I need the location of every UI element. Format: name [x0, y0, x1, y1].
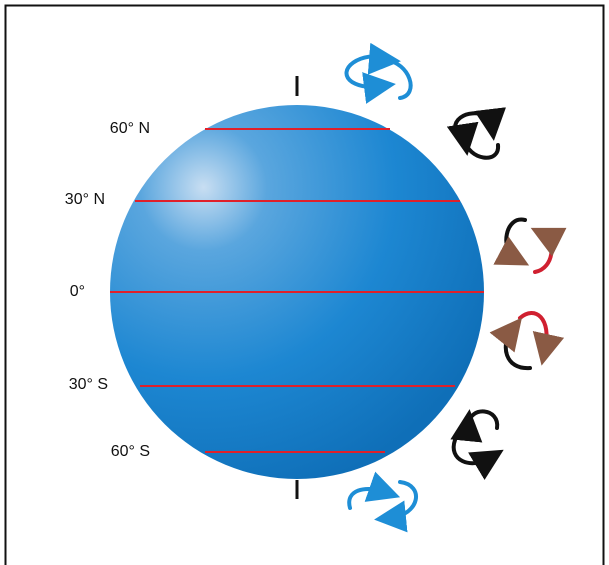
circulation-cells — [344, 42, 567, 533]
latitude-label: 30° S — [69, 376, 108, 393]
frame — [4, 4, 605, 565]
hadley-cell-south — [489, 311, 565, 371]
latitude-label: 60° S — [111, 443, 150, 460]
polar-cell-north — [344, 42, 413, 104]
latitude-label: 60° N — [110, 120, 150, 137]
polar-cell-south — [347, 471, 418, 533]
ferrel-cell-north — [446, 107, 506, 160]
hadley-cell-north — [493, 217, 567, 274]
latitude-label: 0° — [70, 283, 85, 300]
latitude-lines — [110, 128, 484, 453]
latitude-label: 30° N — [65, 191, 105, 208]
ferrel-cell-south — [450, 409, 504, 480]
